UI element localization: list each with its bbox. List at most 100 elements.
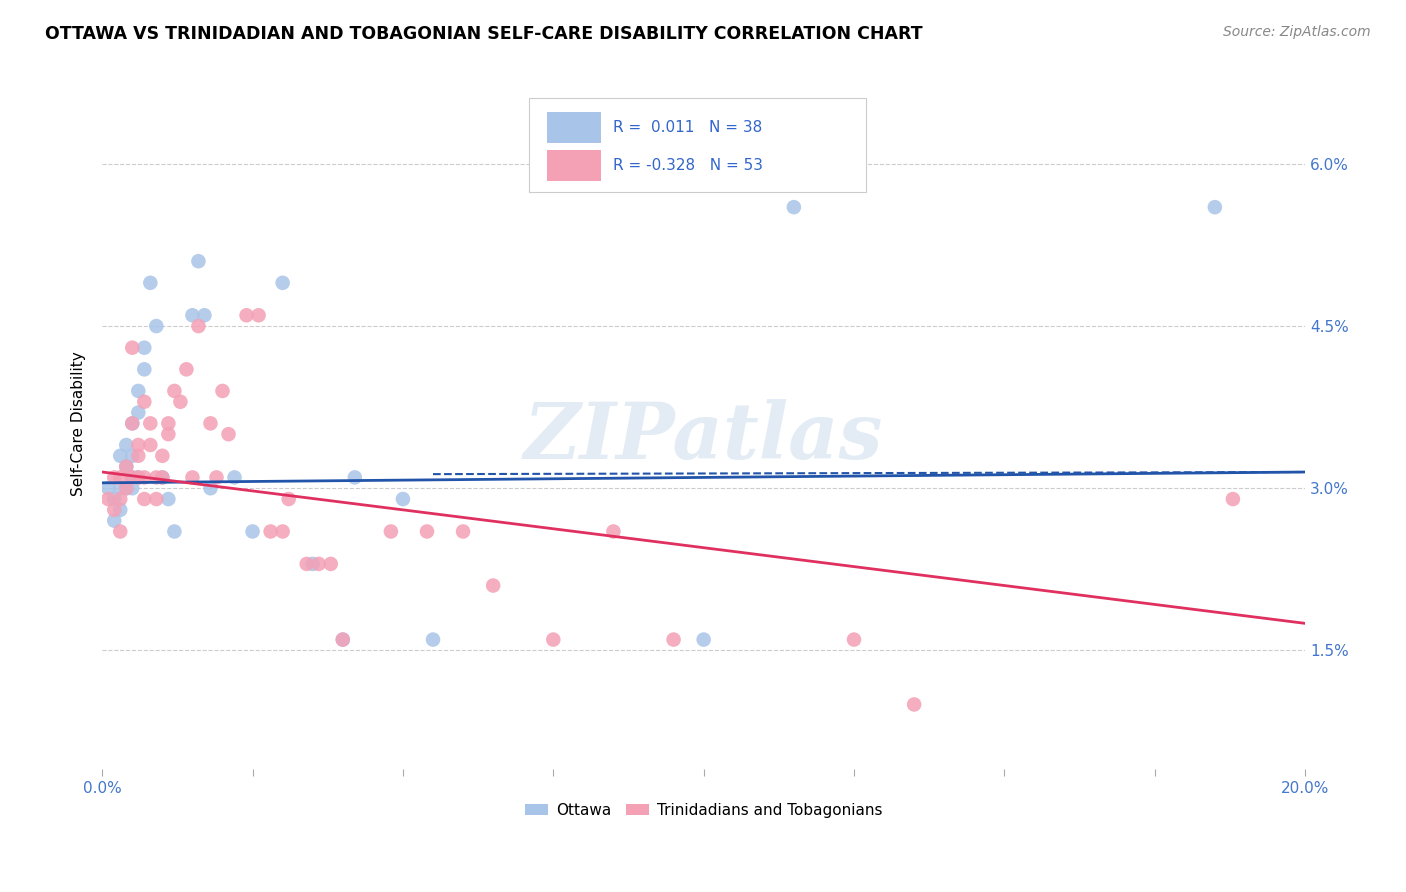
Point xyxy=(422,632,444,647)
Point xyxy=(181,308,204,322)
Point xyxy=(103,514,125,528)
Point xyxy=(242,524,264,539)
Point xyxy=(332,632,354,647)
Point xyxy=(150,470,173,484)
Point xyxy=(134,362,156,376)
Point xyxy=(121,417,143,431)
Point xyxy=(200,481,222,495)
Point xyxy=(127,406,149,420)
Point xyxy=(842,632,865,647)
Point xyxy=(110,503,132,517)
Point xyxy=(127,438,149,452)
Point xyxy=(115,481,138,495)
Point xyxy=(127,384,149,398)
Point xyxy=(211,384,233,398)
Point xyxy=(115,459,138,474)
Point xyxy=(692,632,714,647)
Point xyxy=(218,427,240,442)
Point xyxy=(193,308,215,322)
Point xyxy=(134,470,156,484)
Point xyxy=(115,438,138,452)
Point xyxy=(187,254,209,268)
Point xyxy=(157,417,180,431)
Point xyxy=(451,524,474,539)
Point xyxy=(115,481,138,495)
Point xyxy=(662,632,685,647)
Text: ZIPatlas: ZIPatlas xyxy=(524,399,883,475)
Point xyxy=(97,481,120,495)
Text: OTTAWA VS TRINIDADIAN AND TOBAGONIAN SELF-CARE DISABILITY CORRELATION CHART: OTTAWA VS TRINIDADIAN AND TOBAGONIAN SEL… xyxy=(45,25,922,43)
Point xyxy=(482,578,505,592)
Point xyxy=(543,632,565,647)
FancyBboxPatch shape xyxy=(529,98,866,192)
Point xyxy=(169,394,191,409)
Point xyxy=(1204,200,1226,214)
Point xyxy=(134,341,156,355)
Y-axis label: Self-Care Disability: Self-Care Disability xyxy=(72,351,86,496)
Point xyxy=(259,524,281,539)
Point xyxy=(121,470,143,484)
Point xyxy=(392,491,415,506)
Point xyxy=(308,557,330,571)
Point xyxy=(139,276,162,290)
Point xyxy=(602,524,624,539)
Point xyxy=(200,417,222,431)
Point xyxy=(181,470,204,484)
Point xyxy=(103,491,125,506)
Point xyxy=(110,491,132,506)
Point xyxy=(121,449,143,463)
Point xyxy=(121,470,143,484)
Point xyxy=(271,276,294,290)
Point xyxy=(319,557,342,571)
Text: R = -0.328   N = 53: R = -0.328 N = 53 xyxy=(613,159,763,174)
Point xyxy=(163,524,186,539)
Point xyxy=(103,470,125,484)
Point xyxy=(110,470,132,484)
Point xyxy=(343,470,366,484)
Point xyxy=(903,698,925,712)
Point xyxy=(145,470,167,484)
Point xyxy=(247,308,270,322)
Point xyxy=(235,308,257,322)
Point xyxy=(187,319,209,334)
Point xyxy=(127,470,149,484)
Point xyxy=(97,491,120,506)
Point xyxy=(121,481,143,495)
Point xyxy=(301,557,323,571)
Point xyxy=(332,632,354,647)
Text: R =  0.011   N = 38: R = 0.011 N = 38 xyxy=(613,120,762,136)
Point xyxy=(163,384,186,398)
Point xyxy=(110,449,132,463)
Point xyxy=(150,449,173,463)
Point xyxy=(150,470,173,484)
Point xyxy=(295,557,318,571)
Point xyxy=(110,524,132,539)
Point xyxy=(121,341,143,355)
Point xyxy=(176,362,198,376)
FancyBboxPatch shape xyxy=(547,112,602,144)
Point xyxy=(127,449,149,463)
Point xyxy=(121,417,143,431)
Point xyxy=(139,417,162,431)
Point xyxy=(134,394,156,409)
Point xyxy=(783,200,806,214)
Point xyxy=(416,524,439,539)
FancyBboxPatch shape xyxy=(547,150,602,181)
Point xyxy=(380,524,402,539)
Point xyxy=(103,503,125,517)
Point xyxy=(277,491,299,506)
Point xyxy=(134,491,156,506)
Point xyxy=(157,427,180,442)
Point xyxy=(110,481,132,495)
Point xyxy=(224,470,246,484)
Legend: Ottawa, Trinidadians and Tobagonians: Ottawa, Trinidadians and Tobagonians xyxy=(519,797,889,824)
Point xyxy=(1222,491,1244,506)
Point xyxy=(271,524,294,539)
Point xyxy=(145,491,167,506)
Point xyxy=(205,470,228,484)
Point xyxy=(127,470,149,484)
Text: Source: ZipAtlas.com: Source: ZipAtlas.com xyxy=(1223,25,1371,39)
Point xyxy=(157,491,180,506)
Point xyxy=(145,319,167,334)
Point xyxy=(115,459,138,474)
